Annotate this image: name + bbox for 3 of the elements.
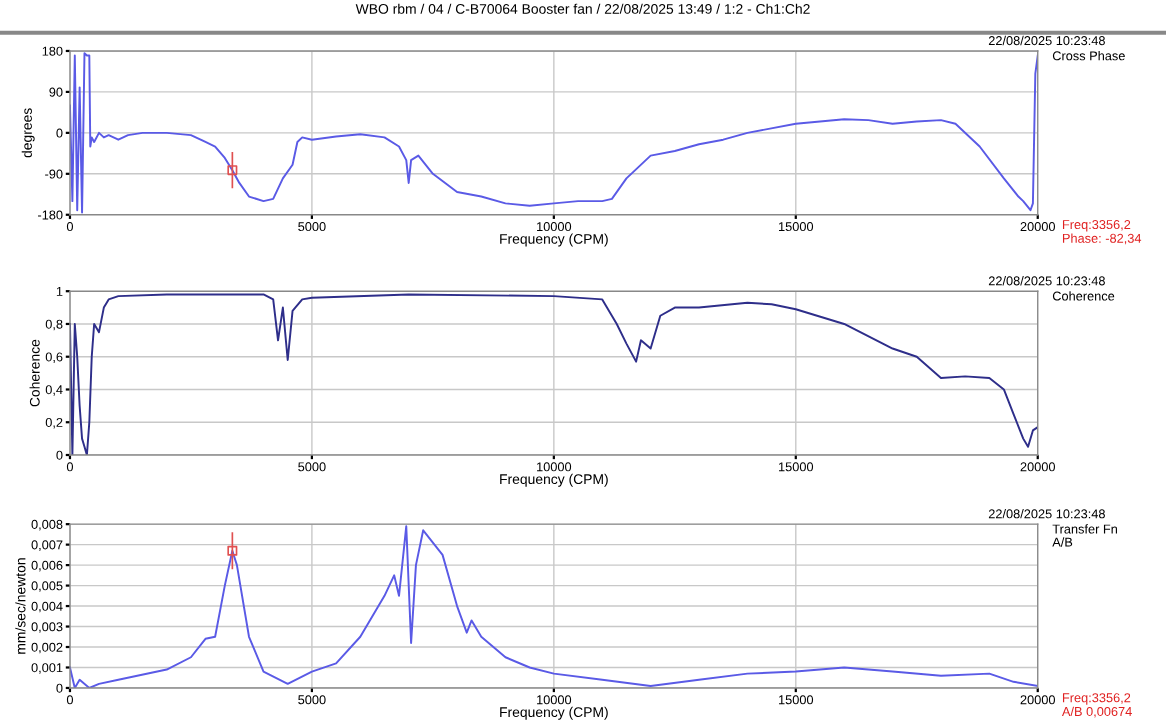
line-series — [69, 293, 1038, 455]
line-series — [69, 525, 1038, 688]
line-series — [69, 52, 1038, 214]
